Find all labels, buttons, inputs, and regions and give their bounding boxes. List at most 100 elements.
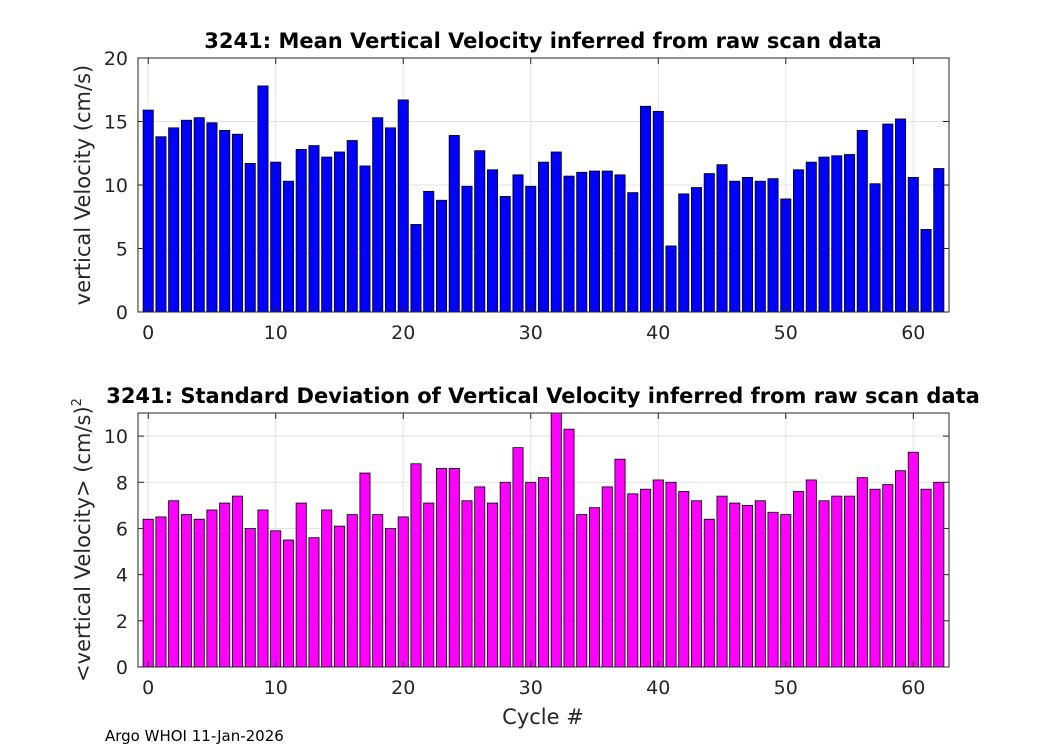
mean-bar-cycle-12	[295, 149, 307, 313]
mean-xtick-label: 50	[774, 322, 798, 344]
std-xtick-label: 10	[264, 677, 288, 699]
mean-bar-cycle-22	[423, 190, 435, 313]
mean-velocity-bars	[142, 85, 945, 313]
mean-bar-cycle-34	[576, 171, 588, 313]
std-bar-cycle-21	[410, 463, 422, 668]
std-bar-cycle-20	[397, 516, 409, 668]
mean-bar-cycle-60	[907, 176, 919, 313]
mean-bar-cycle-52	[805, 161, 817, 313]
mean-xtick-label: 60	[901, 322, 925, 344]
std-bar-cycle-9	[257, 509, 269, 668]
std-bar-cycle-23	[435, 468, 447, 668]
std-bar-cycle-7	[231, 495, 243, 668]
mean-bar-cycle-11	[282, 180, 294, 313]
std-bar-cycle-48	[754, 500, 766, 668]
mean-bar-cycle-30	[525, 185, 537, 313]
mean-bar-cycle-9	[257, 85, 269, 313]
std-velocity-ylabel: <vertical Velocity> (cm/s)2	[70, 398, 95, 682]
mean-bar-cycle-1	[155, 136, 167, 313]
mean-bar-cycle-13	[308, 145, 320, 313]
mean-velocity-ylabel: vertical Velocity (cm/s)	[71, 65, 95, 305]
mean-bar-cycle-6	[219, 129, 231, 313]
std-bar-cycle-22	[423, 502, 435, 668]
mean-bar-cycle-51	[793, 169, 805, 313]
std-bar-cycle-6	[219, 502, 231, 668]
mean-bar-cycle-57	[869, 183, 881, 313]
std-velocity-chart: 0 10 20 30 40 50 60 0 2 4 6 8 10 3241: Standard Devi…	[70, 384, 980, 729]
mean-bar-cycle-58	[882, 123, 894, 313]
std-bar-cycle-15	[333, 525, 345, 668]
std-bar-cycle-53	[818, 500, 830, 668]
std-bar-cycle-35	[589, 507, 601, 668]
mean-bar-cycle-20	[397, 99, 409, 313]
mean-bar-cycle-4	[193, 117, 205, 313]
mean-bar-cycle-8	[244, 163, 256, 313]
mean-bar-cycle-7	[231, 133, 243, 313]
std-bar-cycle-3	[180, 514, 192, 668]
std-bar-cycle-37	[614, 458, 626, 668]
std-xtick-label: 20	[391, 677, 415, 699]
std-bar-cycle-39	[640, 488, 652, 668]
std-bar-cycle-42	[678, 491, 690, 668]
std-bar-cycle-41	[665, 481, 677, 668]
footer-credit: Argo WHOI 11-Jan-2026	[105, 727, 284, 745]
mean-ytick-label: 15	[104, 112, 128, 134]
mean-ytick-label: 0	[116, 302, 128, 324]
std-xtick-label: 60	[901, 677, 925, 699]
mean-bar-cycle-26	[474, 150, 486, 313]
std-bar-cycle-40	[652, 479, 664, 668]
std-bar-cycle-51	[793, 491, 805, 668]
std-bar-cycle-24	[448, 468, 460, 668]
std-bar-cycle-49	[767, 511, 779, 668]
std-bar-cycle-30	[525, 481, 537, 668]
mean-bar-cycle-50	[780, 198, 792, 313]
std-bar-cycle-28	[499, 481, 511, 668]
mean-bar-cycle-5	[206, 122, 218, 313]
mean-bar-cycle-0	[142, 109, 154, 313]
std-bar-cycle-58	[882, 484, 894, 668]
std-bar-cycle-19	[384, 528, 396, 668]
std-velocity-ylabel-sup: 2	[70, 398, 85, 406]
mean-bar-cycle-10	[270, 161, 282, 313]
std-bar-cycle-12	[295, 502, 307, 668]
mean-bar-cycle-28	[499, 196, 511, 313]
std-xtick-label: 0	[142, 677, 154, 699]
mean-xtick-label: 10	[264, 322, 288, 344]
mean-bar-cycle-19	[384, 127, 396, 313]
std-velocity-xlabel: Cycle #	[502, 705, 584, 729]
std-bar-cycle-32	[550, 412, 562, 668]
std-bar-cycle-59	[895, 470, 907, 668]
std-bar-cycle-10	[270, 530, 282, 668]
mean-xtick-label: 20	[391, 322, 415, 344]
mean-xtick-label: 40	[646, 322, 670, 344]
std-bar-cycle-43	[691, 500, 703, 668]
std-velocity-ticks: 0 10 20 30 40 50 60 0 2 4 6 8 10	[104, 413, 949, 699]
mean-bar-cycle-23	[435, 199, 447, 313]
mean-bar-cycle-53	[818, 156, 830, 313]
std-bar-cycle-2	[168, 500, 180, 668]
std-velocity-title: 3241: Standard Deviation of Vertical Vel…	[106, 384, 980, 408]
mean-bar-cycle-41	[665, 245, 677, 313]
mean-bar-cycle-47	[742, 176, 754, 313]
std-bar-cycle-16	[346, 514, 358, 668]
mean-bar-cycle-56	[856, 129, 868, 313]
std-bar-cycle-29	[512, 447, 524, 668]
std-bar-cycle-18	[372, 514, 384, 668]
mean-bar-cycle-43	[691, 187, 703, 313]
mean-velocity-title: 3241: Mean Vertical Velocity inferred fr…	[204, 29, 881, 53]
mean-bar-cycle-46	[729, 180, 741, 313]
std-velocity-bars	[142, 412, 945, 668]
mean-bar-cycle-21	[410, 223, 422, 313]
std-bar-cycle-45	[716, 495, 728, 668]
std-ytick-label: 0	[116, 657, 128, 679]
std-bar-cycle-17	[359, 472, 371, 668]
mean-bar-cycle-35	[589, 170, 601, 313]
std-bar-cycle-27	[486, 502, 498, 668]
std-bar-cycle-1	[155, 516, 167, 668]
mean-bar-cycle-24	[448, 135, 460, 313]
mean-bar-cycle-31	[538, 161, 550, 313]
std-bar-cycle-62	[933, 481, 945, 668]
std-xtick-label: 50	[774, 677, 798, 699]
std-bar-cycle-4	[193, 518, 205, 668]
